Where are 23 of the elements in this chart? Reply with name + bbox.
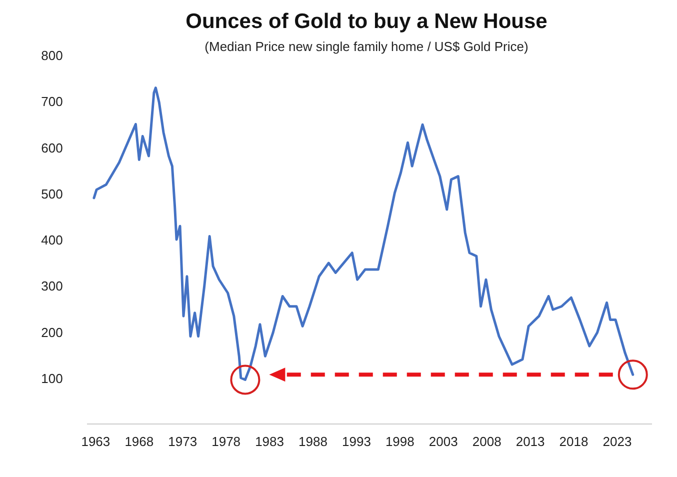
y-tick-label: 700 — [41, 94, 63, 110]
y-tick-label: 600 — [41, 140, 63, 156]
y-tick-label: 200 — [41, 324, 63, 340]
x-tick-label: 2013 — [516, 434, 545, 449]
x-tick-label: 1963 — [81, 434, 110, 449]
x-tick-label: 2008 — [472, 434, 502, 449]
x-tick-label: 1993 — [342, 434, 371, 449]
x-tick-label: 1983 — [255, 434, 284, 449]
y-tick-label: 400 — [41, 232, 63, 248]
x-tick-label: 1968 — [124, 434, 154, 449]
x-tick-label: 1978 — [212, 434, 241, 449]
x-tick-label: 1988 — [298, 434, 328, 449]
y-tick-label: 100 — [41, 370, 63, 386]
x-tick-label: 1998 — [385, 434, 414, 449]
x-tick-label: 2023 — [602, 434, 632, 449]
chart-title: Ounces of Gold to buy a New House — [186, 10, 548, 33]
x-tick-label: 2003 — [428, 434, 458, 449]
y-tick-label: 800 — [41, 48, 63, 63]
x-tick-label: 2018 — [559, 434, 588, 449]
y-tick-label: 500 — [41, 186, 63, 202]
x-tick-label: 1973 — [168, 434, 198, 449]
y-tick-label: 300 — [41, 278, 63, 294]
chart-subtitle: (Median Price new single family home / US$ Gold Price) — [204, 39, 528, 54]
